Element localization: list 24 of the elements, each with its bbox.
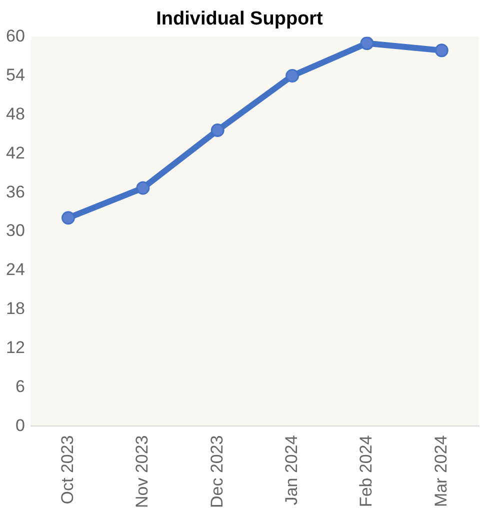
- x-tick-label: Feb 2024: [356, 435, 376, 508]
- y-tick-label: 0: [15, 416, 25, 435]
- x-tick-label: Nov 2023: [132, 435, 152, 508]
- y-tick-label: 42: [6, 143, 25, 162]
- y-tick-label: 54: [6, 65, 25, 84]
- x-tick-label: Oct 2023: [58, 435, 77, 504]
- point: [210, 124, 224, 138]
- point: [62, 211, 75, 225]
- y-tick-label: 24: [6, 260, 25, 280]
- x-tick-label: Jan 2024: [282, 435, 301, 506]
- x-tick-label: Mar 2024: [431, 435, 450, 508]
- y-tick-label: 36: [6, 182, 25, 202]
- point: [136, 181, 150, 195]
- point: [286, 68, 300, 82]
- y-tick-label: 60: [6, 26, 25, 46]
- point: [434, 44, 448, 58]
- x-tick-label: Dec 2023: [207, 435, 226, 508]
- y-tick-label: 48: [6, 104, 25, 124]
- y-tick-label: 18: [6, 299, 25, 318]
- point: [360, 36, 374, 50]
- y-tick-label: 12: [6, 338, 25, 358]
- chart-title: Individual Support: [156, 8, 324, 30]
- y-tick-label: 30: [6, 221, 25, 240]
- y-tick-label: 6: [15, 376, 25, 396]
